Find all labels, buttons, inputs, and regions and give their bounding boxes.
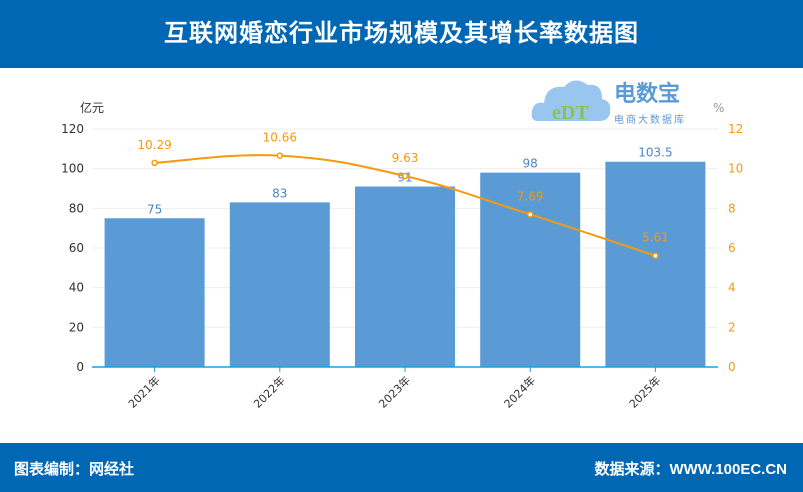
y-right-tick: 2	[728, 320, 736, 334]
line-point	[151, 159, 158, 167]
y-left-tick: 80	[69, 201, 84, 215]
bar	[229, 202, 330, 367]
line-label: 10.29	[137, 138, 171, 152]
bar	[605, 161, 706, 367]
bar-label: 75	[147, 202, 162, 216]
bar	[104, 218, 205, 367]
logo-tagline: 电商大数据库	[614, 113, 686, 126]
line-point	[526, 211, 534, 218]
line-label: 10.66	[263, 131, 297, 145]
y-left-tick: 120	[61, 122, 84, 136]
bar	[480, 172, 581, 367]
cloud-icon	[531, 80, 611, 121]
x-tick-label: 2024年	[501, 373, 538, 410]
x-tick-label: 2022年	[250, 373, 287, 410]
line-label: 9.63	[392, 151, 419, 165]
y-right-label: %	[713, 101, 724, 115]
y-left-tick: 100	[61, 162, 84, 176]
y-right-tick: 4	[728, 281, 736, 295]
line-point	[276, 152, 284, 159]
chart: 020406080100120024681012亿元%75839198103.5…	[61, 100, 743, 411]
bar-label: 98	[523, 157, 538, 171]
line-point	[652, 252, 659, 259]
y-left-tick: 20	[69, 320, 84, 334]
y-right-tick: 12	[728, 122, 743, 136]
line-label: 7.69	[517, 189, 544, 203]
y-right-tick: 6	[728, 241, 736, 255]
bar	[355, 186, 455, 367]
x-tick-label: 2025年	[626, 373, 663, 410]
footer-source: 数据来源：WWW.100EC.CN	[594, 461, 787, 478]
bar-label: 103.5	[638, 146, 672, 160]
bar-label: 83	[272, 186, 287, 200]
footer-credit: 图表编制：网经社	[14, 460, 135, 478]
edt-logo: eDT 电数宝 电商大数据库	[531, 80, 686, 126]
y-left-tick: 40	[69, 281, 84, 295]
y-left-label: 亿元	[80, 100, 104, 115]
x-tick-label: 2023年	[376, 373, 413, 410]
y-left-tick: 0	[76, 360, 84, 374]
logo-brand: 电数宝	[614, 81, 680, 107]
logo-text: eDT	[552, 102, 589, 124]
y-right-tick: 10	[728, 162, 743, 176]
x-tick-label: 2021年	[125, 373, 162, 410]
y-right-tick: 0	[728, 360, 736, 374]
y-left-tick: 60	[69, 241, 84, 255]
y-right-tick: 8	[728, 201, 736, 215]
footer: 图表编制：网经社 数据来源：WWW.100EC.CN	[0, 443, 803, 492]
chart-title: 互联网婚恋行业市场规模及其增长率数据图	[0, 0, 803, 68]
line-label: 5.61	[642, 231, 669, 245]
line-point	[401, 172, 409, 180]
